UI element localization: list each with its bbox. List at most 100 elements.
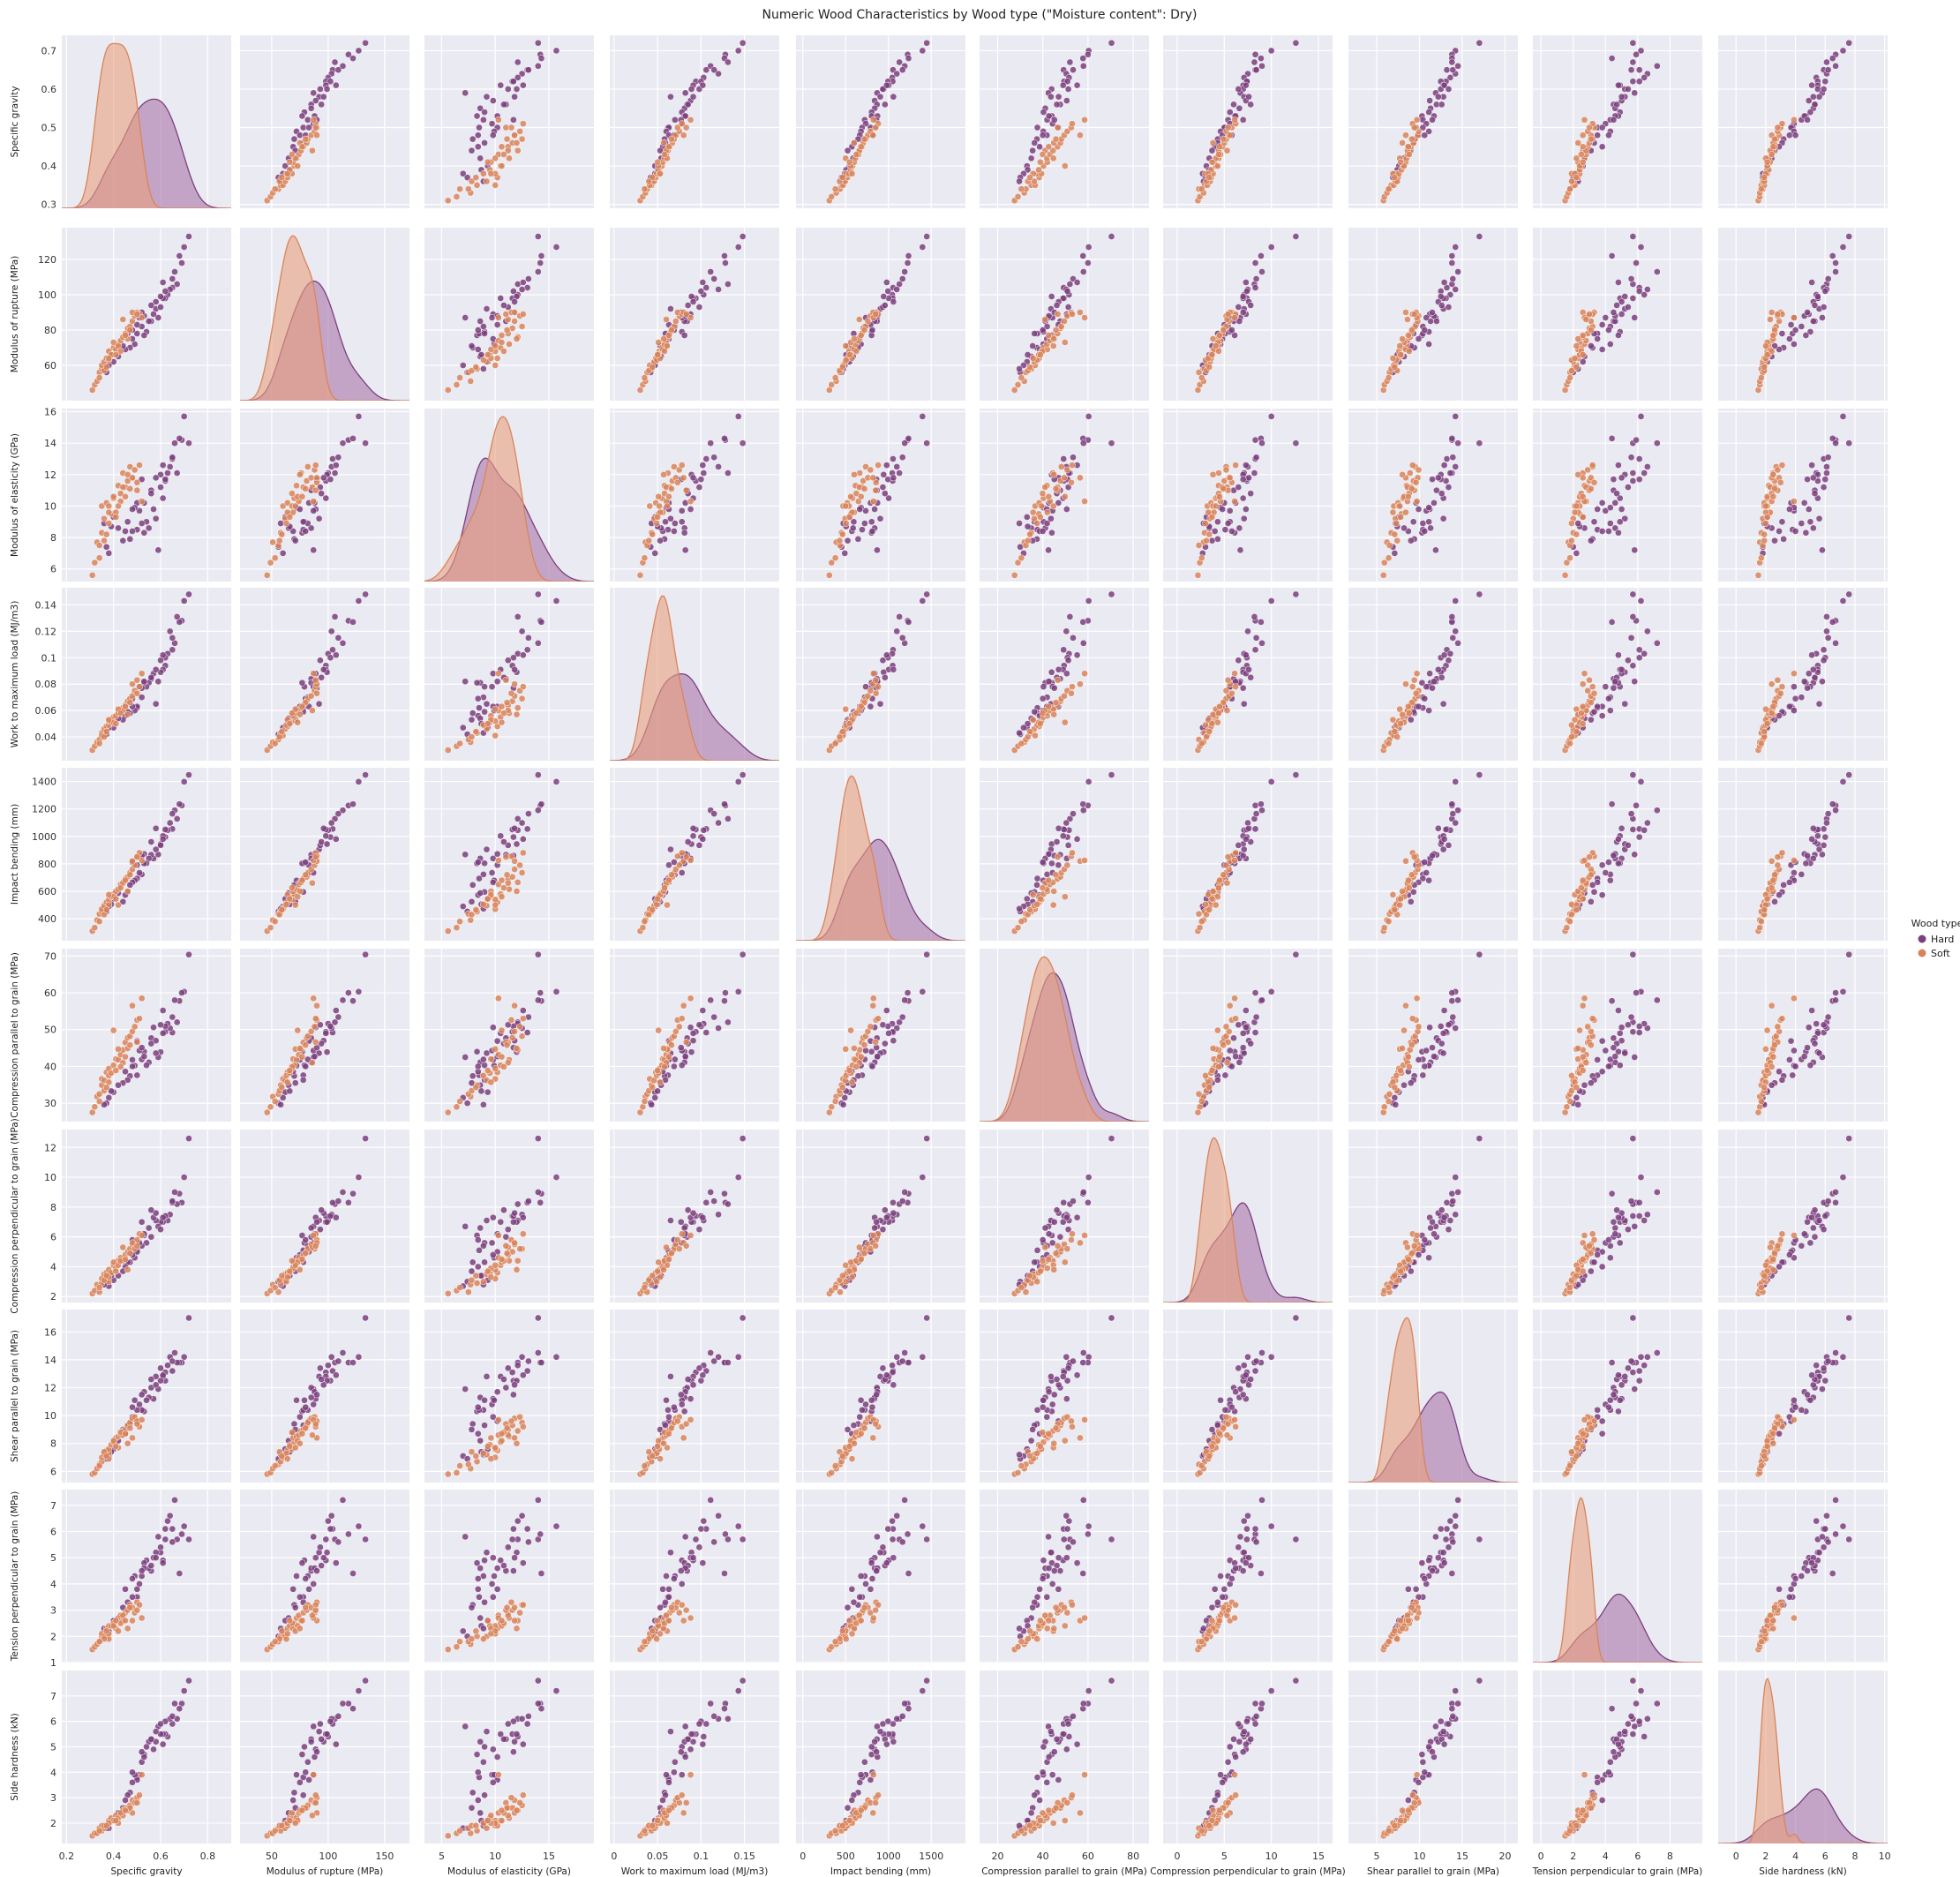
scatter-point-hard xyxy=(1643,819,1651,827)
scatter-point-soft xyxy=(1405,143,1412,151)
scatter-point-soft xyxy=(1061,162,1069,169)
panel-sg-vs-tpg xyxy=(1533,35,1702,208)
scatter-point-soft xyxy=(1037,895,1044,903)
scatter-point-hard xyxy=(699,836,707,843)
scatter-point-hard xyxy=(1023,514,1031,521)
scatter-point-soft xyxy=(851,139,858,146)
scatter-point-hard xyxy=(463,174,471,182)
scatter-point-hard xyxy=(722,259,729,267)
scatter-point-soft xyxy=(1032,732,1039,740)
scatter-point-soft xyxy=(654,514,662,521)
scatter-point-hard xyxy=(1606,520,1614,527)
scatter-point-hard xyxy=(493,678,501,686)
scatter-point-soft xyxy=(518,135,526,143)
scatter-point-hard xyxy=(879,484,887,491)
scatter-point-soft xyxy=(500,710,507,717)
scatter-point-hard xyxy=(1439,700,1447,708)
scatter-point-hard xyxy=(1809,824,1817,832)
scatter-point-hard xyxy=(1598,321,1606,328)
scatter-point-soft xyxy=(498,876,506,884)
scatter-point-soft xyxy=(1045,332,1053,339)
panel-ib-vs-tpg xyxy=(1533,768,1702,941)
scatter-point-hard xyxy=(1429,476,1436,484)
scatter-point-hard xyxy=(1598,346,1606,353)
scatter-point-hard xyxy=(479,116,487,124)
scatter-point-soft xyxy=(498,162,506,169)
scatter-point-hard xyxy=(1048,93,1055,101)
scatter-point-hard xyxy=(322,1030,330,1037)
scatter-point-soft xyxy=(278,906,286,913)
scatter-point-soft xyxy=(1402,857,1409,865)
scatter-point-soft xyxy=(1761,537,1769,544)
scatter-point-soft xyxy=(1399,470,1406,478)
scatter-point-hard xyxy=(1236,546,1244,554)
scatter-point-hard xyxy=(1839,597,1847,604)
axes-background xyxy=(1348,588,1518,761)
scatter-point-hard xyxy=(1635,833,1643,841)
scatter-point-hard xyxy=(1829,800,1836,808)
scatter-point-hard xyxy=(119,537,127,544)
scatter-point-soft xyxy=(1761,906,1769,913)
scatter-point-soft xyxy=(655,492,662,500)
scatter-point-hard xyxy=(867,702,875,710)
axes-background xyxy=(1163,35,1333,208)
scatter-point-hard xyxy=(362,439,369,447)
scatter-point-hard xyxy=(1073,279,1081,286)
scatter-point-hard xyxy=(1244,627,1251,635)
scatter-point-soft xyxy=(298,1053,306,1061)
scatter-point-soft xyxy=(838,364,846,371)
scatter-point-soft xyxy=(1385,185,1393,193)
scatter-point-hard xyxy=(1633,259,1640,267)
scatter-point-hard xyxy=(1808,462,1815,469)
y-tick-label: 8 xyxy=(50,532,56,544)
scatter-point-hard xyxy=(312,97,319,104)
scatter-point-hard xyxy=(1806,518,1814,526)
scatter-point-hard xyxy=(176,252,184,259)
panel-ib-vs-moe xyxy=(424,768,594,941)
scatter-point-soft xyxy=(124,470,131,478)
scatter-point-soft xyxy=(312,1039,319,1046)
scatter-point-hard xyxy=(1448,997,1456,1005)
scatter-point-hard xyxy=(1615,332,1622,339)
scatter-point-hard xyxy=(1085,778,1093,785)
scatter-point-soft xyxy=(138,670,146,678)
scatter-point-soft xyxy=(1410,311,1418,318)
scatter-point-hard xyxy=(1079,800,1087,808)
scatter-point-hard xyxy=(1429,684,1436,692)
scatter-point-soft xyxy=(506,341,513,348)
scatter-point-soft xyxy=(1220,1041,1228,1049)
scatter-point-hard xyxy=(1610,476,1618,484)
scatter-point-soft xyxy=(1579,492,1587,500)
scatter-point-soft xyxy=(312,676,319,684)
scatter-point-soft xyxy=(1231,116,1238,124)
scatter-point-hard xyxy=(1631,678,1639,686)
scatter-point-hard xyxy=(680,529,688,537)
axes-background xyxy=(1348,409,1518,582)
scatter-point-hard xyxy=(1615,462,1622,469)
scatter-point-hard xyxy=(1063,627,1070,635)
scatter-point-hard xyxy=(919,597,927,604)
scatter-point-hard xyxy=(473,679,481,687)
scatter-point-soft xyxy=(1050,888,1058,895)
scatter-point-hard xyxy=(715,463,722,470)
scatter-point-soft xyxy=(494,995,502,1002)
scatter-point-soft xyxy=(294,162,302,169)
scatter-point-hard xyxy=(677,1044,685,1052)
scatter-point-hard xyxy=(488,683,496,691)
scatter-point-soft xyxy=(1209,710,1217,718)
scatter-point-hard xyxy=(1073,651,1081,659)
scatter-point-soft xyxy=(502,124,510,131)
scatter-point-hard xyxy=(1108,771,1115,778)
scatter-point-hard xyxy=(687,1024,695,1032)
scatter-point-hard xyxy=(1048,860,1055,867)
scatter-point-hard xyxy=(667,305,674,312)
scatter-point-soft xyxy=(267,924,274,932)
scatter-point-hard xyxy=(1448,989,1456,996)
scatter-point-hard xyxy=(1800,499,1808,507)
scatter-point-hard xyxy=(185,590,192,598)
scatter-point-hard xyxy=(171,996,178,1004)
scatter-point-soft xyxy=(1220,135,1228,143)
scatter-point-hard xyxy=(725,1018,732,1026)
scatter-point-soft xyxy=(109,1026,117,1034)
scatter-point-soft xyxy=(1379,572,1387,579)
